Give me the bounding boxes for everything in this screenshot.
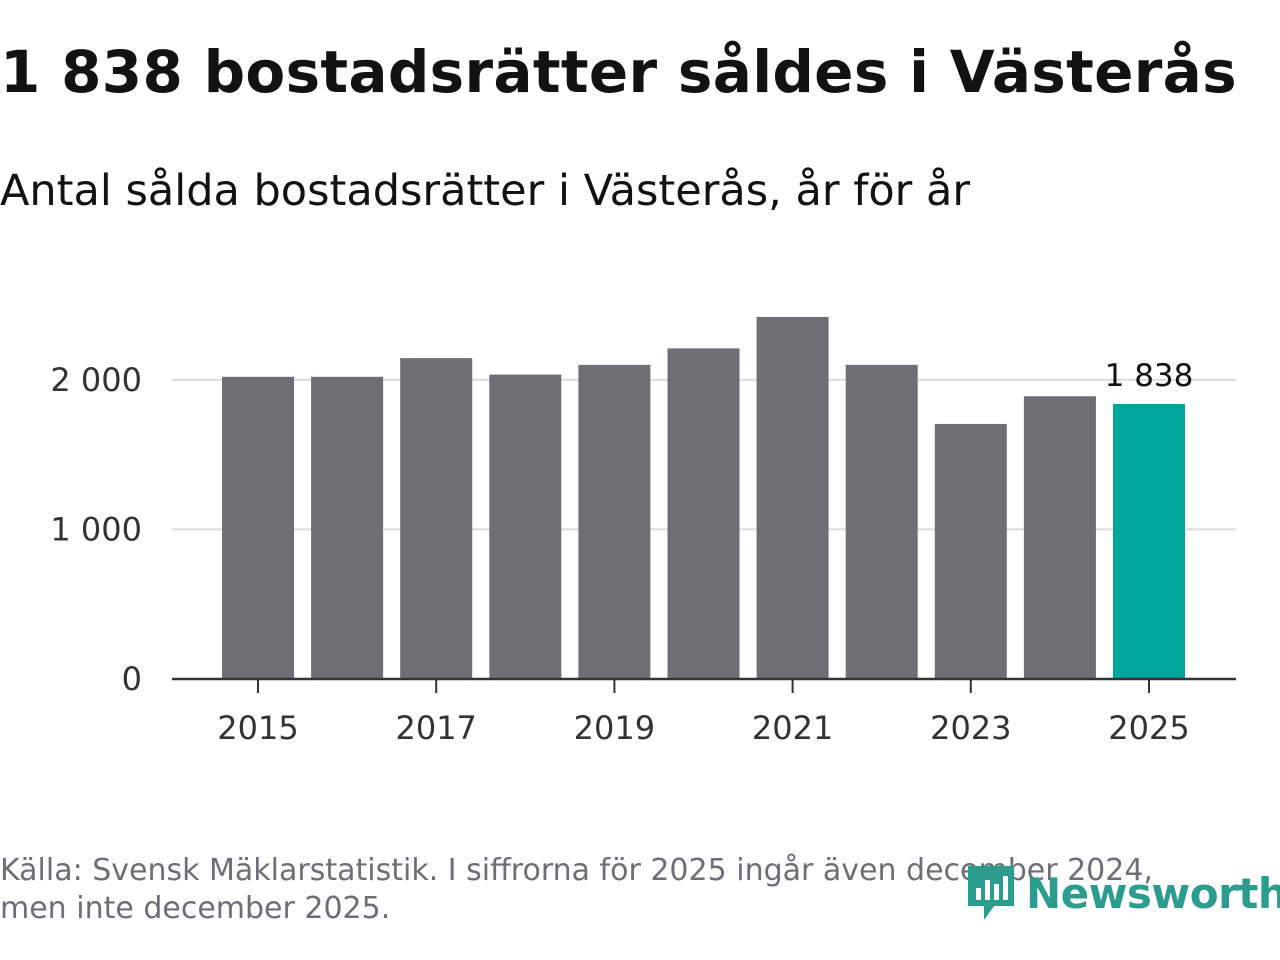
y-tick-label: 1 000 xyxy=(50,510,142,548)
bar-2015 xyxy=(222,376,294,679)
y-tick-label: 2 000 xyxy=(50,361,142,399)
bar-2021 xyxy=(756,316,829,679)
bar-2020 xyxy=(667,348,740,679)
bar-2018 xyxy=(489,374,562,679)
logo-text: Newsworthy xyxy=(1026,868,1280,918)
x-tick-label: 2021 xyxy=(752,709,833,747)
x-tick-label: 2019 xyxy=(574,709,655,747)
chart-title: 1 838 bostadsrätter såldes i Västerås xyxy=(0,38,1237,106)
data-label-2025: 1 838 xyxy=(1105,358,1194,394)
source-note-line-1: Källa: Svensk Mäklarstatistik. I siffror… xyxy=(0,853,1153,888)
bar-2022 xyxy=(845,364,918,679)
chart-subtitle: Antal sålda bostadsrätter i Västerås, år… xyxy=(0,166,971,216)
x-tick-label: 2025 xyxy=(1108,709,1189,747)
x-tick-label: 2023 xyxy=(930,709,1011,747)
bar-2024 xyxy=(1023,396,1096,679)
bar-2016 xyxy=(311,376,384,679)
newsworthy-logo-icon xyxy=(968,866,1014,920)
x-tick-label: 2015 xyxy=(217,709,298,747)
x-tick-label: 2017 xyxy=(395,709,476,747)
bar-2025 xyxy=(1113,404,1185,679)
bar-chart: 0 1 000 2 000 2015 2017 2019 2021 2023 2025 1 838 xyxy=(50,316,1236,747)
bar-2023 xyxy=(934,423,1007,679)
newsworthy-logo: Newsworthy xyxy=(964,862,1280,924)
source-note: Källa: Svensk Mäklarstatistik. I siffror… xyxy=(0,852,1220,928)
bar-2017 xyxy=(400,358,473,679)
source-note-line-2: men inte december 2025. xyxy=(0,891,391,926)
bar-2019 xyxy=(578,364,651,679)
y-tick-label: 0 xyxy=(122,660,142,698)
